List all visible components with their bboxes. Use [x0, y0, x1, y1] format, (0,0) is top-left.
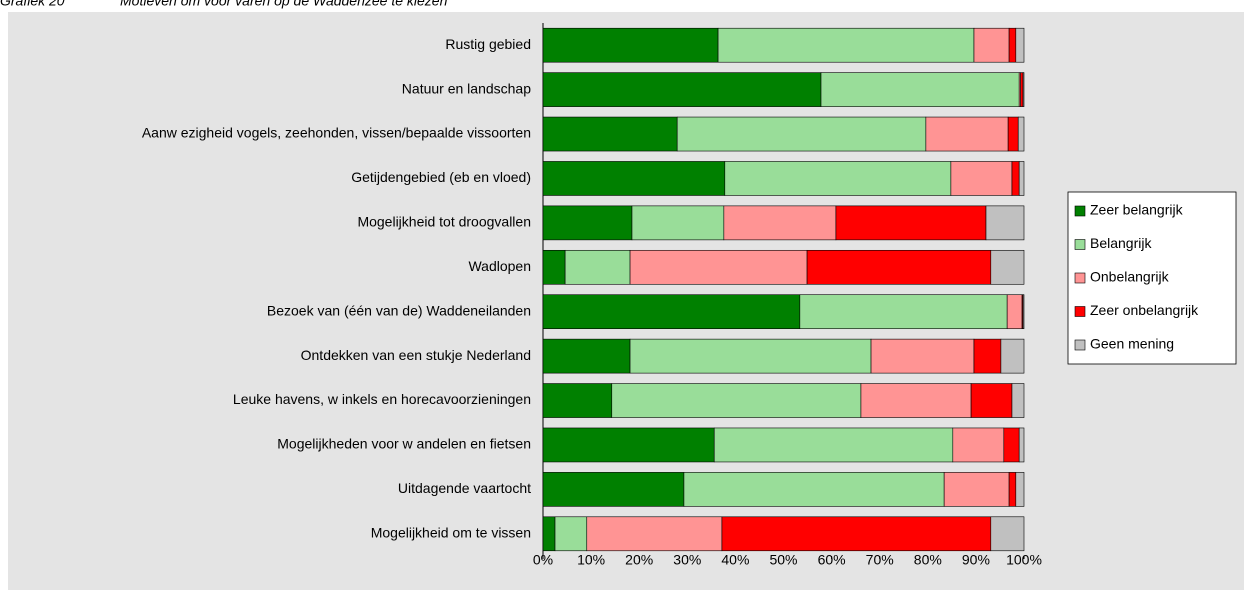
bar-segment [542, 427, 715, 463]
bar-segment [1015, 27, 1025, 63]
y-tick-label: Uitdagende vaartocht [398, 480, 531, 496]
y-tick-label: Mogelijkheden voor w andelen en fietsen [277, 436, 531, 452]
bar-segment [629, 249, 808, 285]
legend-swatch [1074, 205, 1086, 217]
y-tick-label: Mogelijkheid tot droogvallen [357, 214, 531, 230]
bar-segment [973, 338, 1002, 374]
x-tick-label: 50% [769, 552, 797, 568]
bar-segment [1000, 338, 1025, 374]
bar-segment [554, 516, 588, 552]
bar-segment [1015, 472, 1025, 507]
y-tick-label: Getijdengebied (eb en vloed) [351, 169, 531, 185]
bar-segment [542, 516, 556, 552]
bar-segment [1008, 27, 1017, 63]
bar-segment [1017, 116, 1025, 152]
bar-segment [950, 161, 1013, 196]
chart-label: Grafiek 20 [0, 0, 65, 9]
bar-segment [586, 516, 723, 552]
bar-segment [542, 338, 631, 374]
bar-segment [542, 72, 822, 107]
legend-swatch [1074, 272, 1086, 284]
x-tick-label: 60% [818, 552, 846, 568]
legend-label: Zeer onbelangrijk [1090, 302, 1199, 318]
x-tick-label: 100% [1006, 552, 1042, 568]
x-tick-label: 80% [914, 552, 942, 568]
y-tick-label: Ontdekken van een stukje Nederland [301, 347, 531, 363]
bar-segment [1022, 294, 1025, 330]
bar-segment [629, 338, 872, 374]
x-tick-label: 70% [866, 552, 894, 568]
bar-segment [713, 427, 954, 463]
bar-segment [564, 249, 631, 285]
bar-segment [985, 205, 1025, 241]
bar-segment [542, 383, 613, 418]
x-tick-label: 0% [533, 552, 553, 568]
bar-segment [943, 472, 1010, 507]
legend-box [1067, 191, 1237, 365]
bar-segment [542, 249, 566, 285]
bar-segment [806, 249, 992, 285]
legend-label: Zeer belangrijk [1090, 202, 1184, 218]
y-tick-label: Aanw ezigheid vogels, zeehonden, vissen/… [142, 125, 531, 141]
y-tick-label: Wadlopen [468, 258, 531, 274]
y-tick-label: Rustig gebied [445, 36, 531, 52]
bar-segment [717, 27, 975, 63]
bar-segment [542, 27, 719, 63]
bar-segment [1008, 472, 1017, 507]
bar-segment [1018, 161, 1025, 196]
y-tick-label: Natuur en landschap [402, 80, 531, 96]
bar-segment [1003, 427, 1020, 463]
bar-segment [723, 205, 837, 241]
bar-segment [820, 72, 1020, 107]
bar-segment [970, 383, 1013, 418]
bar-segment [1020, 72, 1024, 107]
bar-segment [1007, 116, 1019, 152]
x-tick-label: 90% [962, 552, 990, 568]
bar-segment [1018, 427, 1025, 463]
bar-segment [1011, 383, 1025, 418]
x-tick-label: 30% [673, 552, 701, 568]
bar-segment [542, 472, 685, 507]
bar-segment [973, 27, 1010, 63]
bar-segment [611, 383, 862, 418]
bar-segment [1011, 161, 1020, 196]
bar-segment [799, 294, 1008, 330]
bar-segment [990, 516, 1025, 552]
bar-segment [990, 249, 1025, 285]
bar-segment [631, 205, 725, 241]
y-tick-label: Leuke havens, w inkels en horecavoorzien… [233, 391, 531, 407]
chart-title: Motieven om voor varen op de Waddenzee t… [120, 0, 448, 9]
bar-segment [860, 383, 972, 418]
bar-segment [1006, 294, 1023, 330]
bar-segment [870, 338, 975, 374]
bar-segment [542, 294, 801, 330]
y-tick-label: Mogelijkheid om te vissen [371, 524, 531, 540]
x-tick-label: 40% [721, 552, 749, 568]
legend-swatch [1074, 239, 1086, 250]
bar-segment [542, 116, 678, 152]
legend-swatch [1074, 339, 1086, 351]
bar-segment [952, 427, 1005, 463]
legend-swatch [1074, 306, 1086, 317]
legend-label: Onbelangrijk [1090, 269, 1170, 285]
bar-segment [721, 516, 992, 552]
bar-segment [724, 161, 952, 196]
bar-segment [835, 205, 987, 241]
bar-segment [925, 116, 1009, 152]
x-tick-label: 10% [577, 552, 605, 568]
bar-segment [542, 161, 726, 196]
bar-segment [542, 205, 633, 241]
bar-segment [676, 116, 927, 152]
legend-label: Belangrijk [1090, 235, 1152, 251]
y-tick-label: Bezoek van (één van de) Waddeneilanden [267, 302, 531, 318]
legend-label: Geen mening [1090, 336, 1174, 352]
x-tick-label: 20% [625, 552, 653, 568]
bar-segment [1022, 72, 1025, 107]
bar-segment [683, 472, 945, 507]
